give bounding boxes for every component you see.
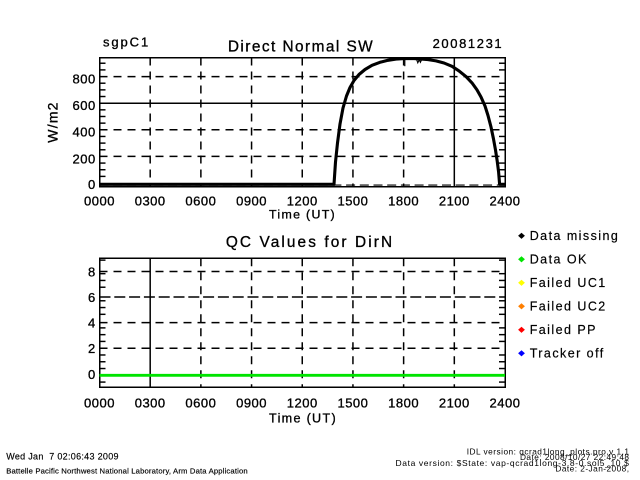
svg-text:Data version: $State: vap-qcra: Data version: $State: vap-qcrad1long-3.8… — [395, 458, 629, 468]
svg-text:QC Values for DirN: QC Values for DirN — [226, 234, 394, 251]
svg-text:Date: 2-Jan-2008,: Date: 2-Jan-2008, — [555, 464, 629, 474]
svg-text:1200: 1200 — [287, 396, 318, 411]
svg-text:0: 0 — [88, 177, 96, 192]
svg-text:1800: 1800 — [388, 194, 419, 209]
svg-text:Date: 2008/10/27 22:49:48: Date: 2008/10/27 22:49:48 — [520, 452, 630, 462]
svg-text:2400: 2400 — [490, 396, 521, 411]
svg-text:2100: 2100 — [439, 194, 470, 209]
svg-text:W/m2: W/m2 — [44, 101, 60, 142]
svg-text:Tracker off: Tracker off — [530, 346, 605, 360]
svg-text:800: 800 — [72, 71, 95, 86]
svg-text:0000: 0000 — [84, 194, 115, 209]
svg-text:4: 4 — [88, 316, 96, 331]
svg-text:Direct Normal SW: Direct Normal SW — [228, 38, 374, 55]
svg-text:1500: 1500 — [337, 194, 368, 209]
svg-text:0900: 0900 — [236, 194, 267, 209]
svg-text:Wed Jan 7 02:06:43 2009: Wed Jan 7 02:06:43 2009 — [6, 451, 119, 461]
svg-text:Data missing: Data missing — [530, 229, 620, 243]
svg-text:2: 2 — [88, 341, 96, 356]
svg-text:0600: 0600 — [185, 396, 216, 411]
svg-text:Time (UT): Time (UT) — [269, 207, 336, 221]
svg-text:2100: 2100 — [439, 396, 470, 411]
svg-text:1200: 1200 — [287, 194, 318, 209]
svg-text:Data OK: Data OK — [530, 252, 588, 266]
svg-text:0000: 0000 — [84, 396, 115, 411]
svg-text:6: 6 — [88, 290, 96, 305]
svg-text:2400: 2400 — [490, 194, 521, 209]
svg-text:8: 8 — [88, 265, 96, 280]
svg-text:400: 400 — [72, 125, 95, 140]
svg-text:Battelle Pacific Northwest Nat: Battelle Pacific Northwest National Labo… — [6, 466, 248, 475]
svg-text:600: 600 — [72, 98, 95, 113]
svg-text:Failed UC2: Failed UC2 — [530, 299, 607, 313]
svg-text:200: 200 — [72, 151, 95, 166]
svg-text:0300: 0300 — [135, 396, 166, 411]
svg-text:1500: 1500 — [337, 396, 368, 411]
svg-text:1800: 1800 — [388, 396, 419, 411]
svg-text:sgpC1: sgpC1 — [103, 34, 150, 49]
svg-text:Failed UC1: Failed UC1 — [530, 276, 607, 290]
svg-text:0900: 0900 — [236, 396, 267, 411]
svg-text:Time (UT): Time (UT) — [269, 411, 337, 425]
svg-text:Failed PP: Failed PP — [530, 323, 597, 337]
svg-text:0600: 0600 — [185, 194, 216, 209]
svg-text:0300: 0300 — [135, 194, 166, 209]
svg-text:20081231: 20081231 — [433, 36, 504, 51]
svg-text:0: 0 — [88, 367, 96, 382]
svg-text:IDL version: qcrad1long_plots.: IDL version: qcrad1long_plots.pro,v 1.1 — [467, 446, 630, 456]
